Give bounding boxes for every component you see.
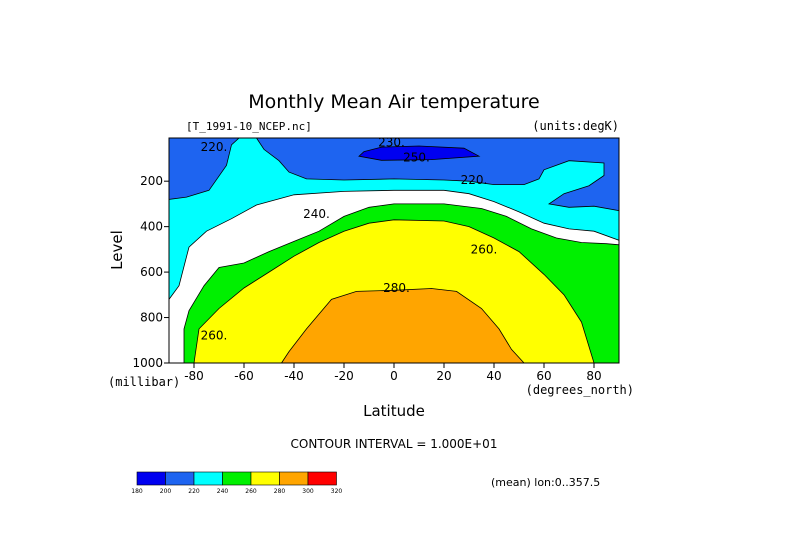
contour-label-1: 230. <box>378 136 405 150</box>
x-tick-label-2: -40 <box>284 369 304 383</box>
x-tick-label-1: -60 <box>234 369 254 383</box>
x-tick-label-5: 20 <box>436 369 451 383</box>
file-label: [T_1991-10_NCEP.nc] <box>186 120 312 133</box>
contour-labels: 220. 230.250. 220. 240. 260. 280. 260. <box>201 136 498 343</box>
x-tick-label-4: 0 <box>390 369 398 383</box>
colorbar-swatch-240 <box>222 471 252 486</box>
colorbar-label-2: 220 <box>188 488 200 495</box>
contour-label-6: 280. <box>383 281 410 295</box>
contour-band-upper-1 <box>168 137 241 200</box>
y-tick-label-1: 400 <box>140 220 163 234</box>
colorbar-label-0: 180 <box>131 488 143 495</box>
x-axis-label: Latitude <box>363 402 425 420</box>
y-axis-label: Level <box>108 230 126 270</box>
colorbar-swatch-260 <box>250 471 280 486</box>
colorbar-label-1: 200 <box>160 488 172 495</box>
y-tick-label-3: 800 <box>140 311 163 325</box>
colorbar-swatch-220 <box>193 471 223 486</box>
y-tick-label-2: 600 <box>140 265 163 279</box>
y-axis: 200 400 600 800 1000 <box>132 174 169 370</box>
y-tick-label-0: 200 <box>140 174 163 188</box>
colorbar-label-5: 280 <box>274 488 286 495</box>
y-axis-unit: (millibar) <box>108 375 180 389</box>
colorbar-label-3: 240 <box>217 488 229 495</box>
contour-label-2: 250. <box>403 150 430 164</box>
colorbar-swatch-300 <box>307 471 337 486</box>
contour-label-0: 220. <box>201 140 228 154</box>
units-label: (units:degK) <box>532 119 619 133</box>
colorbar: 180 200 220 240 260 280 300 320 <box>131 471 343 495</box>
x-tick-label-6: 40 <box>486 369 501 383</box>
x-axis-unit: (degrees_north) <box>526 383 634 397</box>
mean-longitude-text: (mean) lon:0..357.5 <box>491 476 600 489</box>
y-tick-label-4: 1000 <box>132 356 163 370</box>
colorbar-label-6: 300 <box>302 488 314 495</box>
colorbar-swatch-200 <box>165 471 195 486</box>
x-tick-label-3: -20 <box>334 369 354 383</box>
contour-label-5: 260. <box>471 242 498 256</box>
x-axis: -80 -60 -40 -20 0 20 40 60 80 <box>184 363 602 383</box>
colorbar-swatch-280 <box>279 471 309 486</box>
contour-band-upper-3 <box>358 145 481 161</box>
colorbar-swatch-180 <box>136 471 166 486</box>
contour-fills <box>168 137 620 364</box>
contour-label-4: 240. <box>303 207 330 221</box>
contour-band-upper-2 <box>255 137 620 212</box>
colorbar-label-4: 260 <box>245 488 257 495</box>
x-tick-label-0: -80 <box>184 369 204 383</box>
contour-band-lower-2 <box>280 288 525 364</box>
contour-label-3: 220. <box>461 173 488 187</box>
contour-label-7: 260. <box>201 329 228 343</box>
colorbar-label-7: 320 <box>331 488 343 495</box>
x-tick-label-7: 60 <box>536 369 551 383</box>
chart-title: Monthly Mean Air temperature <box>248 91 539 113</box>
contour-interval-text: CONTOUR INTERVAL = 1.000E+01 <box>291 437 498 451</box>
x-tick-label-8: 80 <box>586 369 601 383</box>
